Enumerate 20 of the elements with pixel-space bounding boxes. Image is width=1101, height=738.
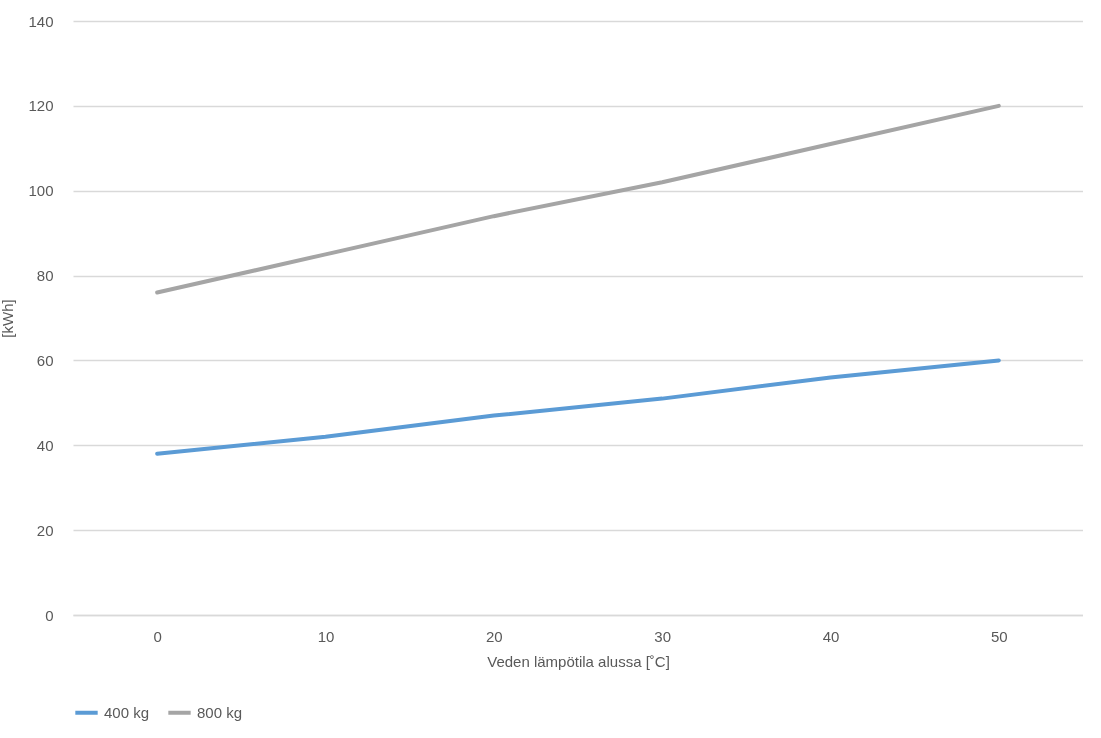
legend-label: 400 kg (104, 703, 150, 721)
y-tick-label: 140 (28, 12, 54, 30)
y-tick-label: 0 (45, 606, 54, 624)
y-axis-title: [kWh] (0, 299, 17, 338)
y-tick-label: 20 (36, 521, 54, 539)
x-tick-label: 40 (822, 627, 840, 645)
line-series (155, 103, 1001, 295)
y-tick-label: 120 (28, 97, 54, 115)
x-tick-label: 0 (153, 627, 162, 645)
y-tick-label: 100 (28, 182, 54, 200)
line-series (155, 358, 1001, 456)
y-tick-label: 40 (36, 436, 54, 454)
x-tick-label: 30 (654, 627, 672, 645)
legend-label: 800 kg (197, 703, 243, 721)
x-axis-title: Veden lämpötila alussa [˚C] (487, 652, 670, 670)
x-tick-label: 50 (990, 627, 1008, 645)
y-tick-label: 80 (36, 267, 54, 285)
x-tick-label: 20 (485, 627, 503, 645)
y-tick-label: 60 (36, 351, 54, 369)
x-tick-label: 10 (317, 627, 335, 645)
